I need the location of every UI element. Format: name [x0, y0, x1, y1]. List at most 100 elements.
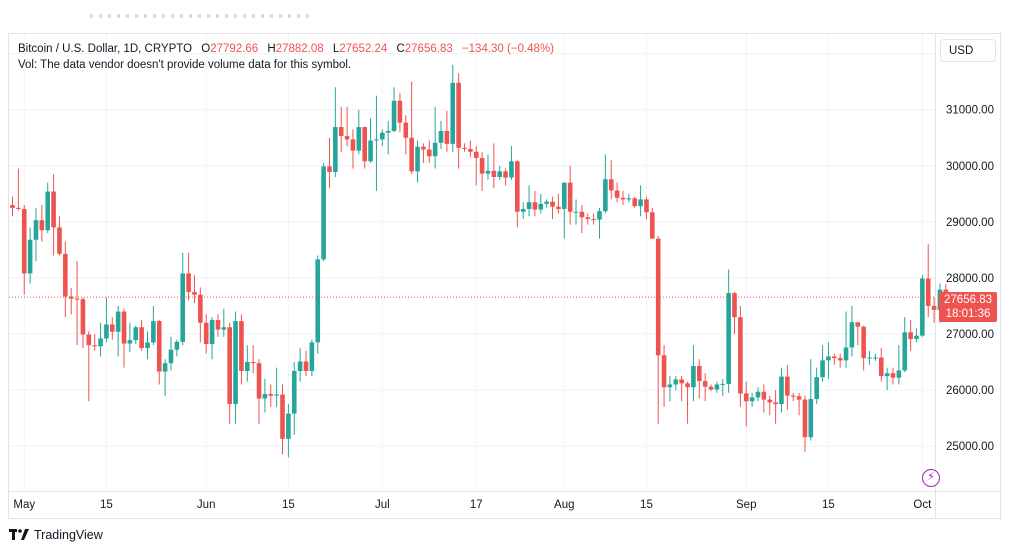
candle-body	[51, 191, 56, 228]
candle-body	[57, 227, 62, 254]
candle-body	[297, 361, 303, 372]
last-price-value: 27656.83	[944, 294, 992, 306]
candle-body	[920, 278, 925, 336]
tradingview-logo-icon	[9, 529, 29, 541]
candle-body	[591, 219, 596, 221]
candle-body	[691, 365, 696, 388]
candle-body	[785, 376, 790, 396]
top-strip	[0, 0, 1012, 30]
candle-body	[368, 140, 373, 162]
candle-body	[133, 327, 139, 341]
candle-body	[274, 394, 279, 396]
candle-body	[573, 211, 579, 213]
candle-body	[585, 217, 591, 220]
candle-body	[192, 291, 197, 295]
candle-body	[655, 238, 661, 356]
candle-body	[33, 220, 39, 240]
candle-body	[644, 199, 649, 213]
candle-body	[896, 370, 902, 378]
candle-body	[333, 127, 338, 172]
candle-body	[380, 132, 385, 140]
low-label: L	[332, 43, 340, 55]
candle-body	[614, 190, 620, 198]
candle-body	[685, 383, 690, 388]
candle-body	[239, 321, 244, 372]
candle-body	[250, 362, 256, 364]
candle-body	[215, 319, 221, 330]
candle-body	[27, 239, 33, 274]
candle-body	[755, 391, 761, 398]
candle-body	[145, 342, 150, 349]
candle-body	[233, 321, 238, 405]
candle-body	[139, 327, 144, 349]
candle-body	[245, 362, 250, 372]
y-tick-label: 26000.00	[946, 385, 994, 397]
candle-body	[837, 358, 843, 361]
candle-body	[462, 147, 467, 149]
candle-body	[39, 220, 45, 231]
candle-body	[415, 146, 420, 172]
candle-body	[773, 402, 778, 405]
candle-body	[350, 139, 356, 151]
x-tick-label: Aug	[554, 499, 574, 511]
brand-name: TradingView	[34, 528, 103, 542]
candle-body	[843, 347, 849, 361]
candle-body	[526, 202, 532, 209]
candle-body	[726, 293, 731, 384]
candle-body	[561, 182, 567, 209]
candle-body	[450, 82, 456, 144]
candlestick-chart[interactable]: 25000.00 26000.00 27000.00 28000.00 29000.00…	[8, 33, 1001, 519]
candle-body	[468, 148, 473, 152]
candle-body	[767, 399, 773, 403]
candle-body	[344, 136, 350, 140]
candle-body	[667, 384, 673, 388]
close-value: 27656.83	[404, 43, 453, 55]
candle-body	[520, 208, 526, 212]
change-value: −134.30 (−0.48%)	[461, 43, 555, 55]
candle-body	[867, 357, 872, 359]
candle-body	[802, 399, 808, 438]
currency-button[interactable]: USD	[940, 39, 996, 62]
candle-body	[579, 211, 585, 218]
candle-body	[92, 345, 97, 347]
candle-body	[321, 166, 326, 260]
candle-body	[515, 161, 520, 212]
candle-body	[914, 335, 919, 340]
candle-body	[538, 203, 544, 210]
candle-body	[262, 393, 268, 399]
y-tick-label: 27000.00	[946, 329, 994, 341]
lightning-icon[interactable]: ⚡	[922, 469, 940, 487]
candle-body	[374, 139, 379, 141]
candle-body	[638, 199, 643, 207]
candle-body	[890, 373, 896, 378]
candle-body	[362, 127, 367, 162]
candle-body	[497, 171, 503, 177]
x-tick-label: 15	[640, 499, 653, 511]
x-tick-label: Jun	[197, 499, 216, 511]
candle-body	[256, 363, 262, 399]
candle-body	[63, 253, 68, 297]
candle-body	[403, 122, 409, 138]
candle-body	[608, 179, 614, 191]
candle-body	[21, 208, 27, 274]
candle-body	[397, 100, 403, 123]
candle-body	[127, 340, 133, 344]
candle-body	[567, 182, 573, 212]
candle-body	[832, 356, 837, 359]
x-tick-label: 17	[470, 499, 483, 511]
candle-body	[597, 211, 602, 220]
x-tick-label: Sep	[736, 499, 756, 511]
candle-body	[432, 142, 438, 157]
cropped-toolbar	[90, 14, 310, 18]
candle-body	[104, 324, 109, 339]
footer-branding[interactable]: TradingView	[9, 528, 103, 542]
symbol-title[interactable]: Bitcoin / U.S. Dollar, 1D, CRYPTO	[18, 43, 193, 55]
candle-body	[696, 365, 702, 382]
candle-body	[732, 293, 737, 318]
countdown-timer: 18:01:36	[945, 308, 991, 320]
high-value: 27882.08	[275, 43, 324, 55]
candle-body	[444, 131, 450, 144]
candle-body	[878, 357, 884, 377]
candle-body	[186, 273, 191, 292]
candle-body	[679, 379, 684, 384]
